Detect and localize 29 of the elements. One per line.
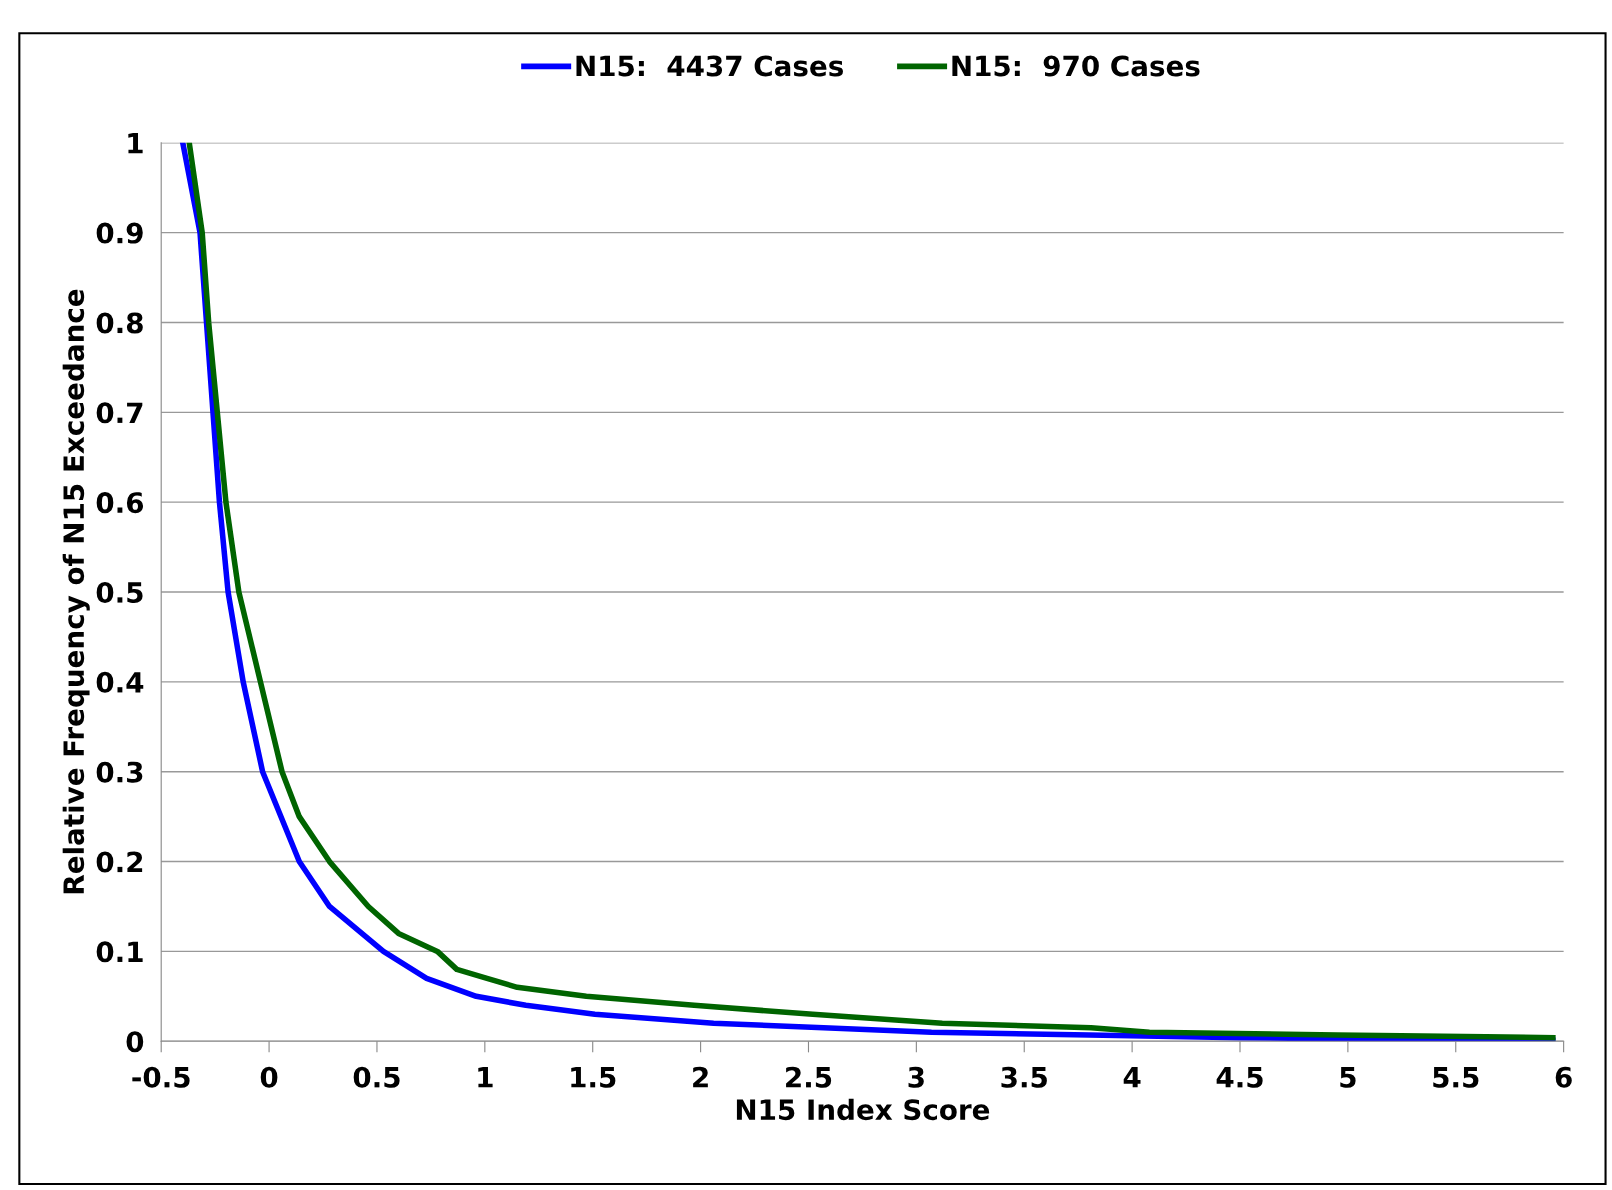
x-tick-label: 2.5: [786, 1066, 832, 1088]
x-tick-label: 0.5: [353, 1066, 400, 1088]
x-axis-title: N15 Index Score: [736, 1098, 990, 1121]
x-tick-label: 1: [478, 1067, 493, 1088]
x-tick-label: 1.5: [571, 1067, 616, 1088]
y-tick-label: 0.5: [96, 581, 143, 603]
x-tick-label: 6: [1555, 1066, 1572, 1088]
y-tick-label: 0.1: [96, 941, 143, 963]
y-tick-label: 0.3: [96, 761, 143, 783]
legend-label: N15: 4437 Cases: [576, 55, 843, 77]
x-tick-label: 3: [908, 1066, 924, 1088]
x-tick-label: 0: [260, 1066, 278, 1088]
y-tick-label: 0.7: [96, 402, 143, 424]
x-tick-label: -0.5: [132, 1066, 190, 1088]
y-tick-label: 0.6: [96, 492, 144, 514]
x-tick-label: 3.5: [1001, 1066, 1047, 1088]
y-tick-label: 0.4: [96, 671, 144, 693]
x-tick-label: 4.5: [1216, 1067, 1263, 1088]
y-tick-label: 0: [126, 1031, 144, 1053]
y-tick-label: 0.8: [96, 312, 143, 334]
x-tick-label: 2: [693, 1066, 708, 1088]
y-tick-label: 0.2: [96, 851, 143, 873]
y-tick-label: 0.9: [96, 222, 143, 244]
legend-label: N15: 970 Cases: [952, 55, 1200, 77]
y-tick-label: 1: [128, 133, 143, 154]
x-tick-label: 4: [1123, 1067, 1141, 1088]
x-tick-label: 5: [1340, 1067, 1356, 1088]
x-tick-label: 5.5: [1433, 1067, 1479, 1088]
y-axis-title: Relative Frequency of N15 Exceedance: [62, 289, 90, 894]
